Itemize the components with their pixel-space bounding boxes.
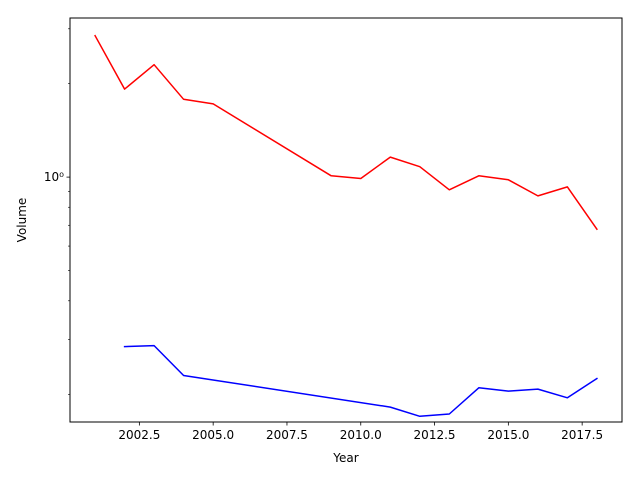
x-tick-label: 2017.5 bbox=[561, 428, 603, 442]
x-tick-label: 2012.5 bbox=[414, 428, 456, 442]
series-line-2 bbox=[123, 344, 598, 418]
y-tick-label: 10⁰ bbox=[44, 170, 64, 184]
x-tick-label: 2015.0 bbox=[487, 428, 529, 442]
plot-background bbox=[70, 18, 622, 422]
x-axis-label: Year bbox=[332, 451, 358, 465]
x-axis-ticks: 2002.5 2005.0 2007.5 2010.0 2012.5 2015.0 2017… bbox=[118, 422, 603, 442]
x-tick-label: 2007.5 bbox=[266, 428, 308, 442]
x-tick-label: 2010.0 bbox=[340, 428, 382, 442]
y-axis-label: Volume bbox=[15, 198, 29, 243]
x-tick-label: 2005.0 bbox=[192, 428, 234, 442]
series-lines bbox=[94, 34, 598, 418]
series-line-1 bbox=[94, 34, 598, 231]
x-tick-label: 2002.5 bbox=[118, 428, 160, 442]
y-axis-ticks: 10⁰ bbox=[44, 28, 70, 395]
plot-frame bbox=[69, 17, 623, 423]
